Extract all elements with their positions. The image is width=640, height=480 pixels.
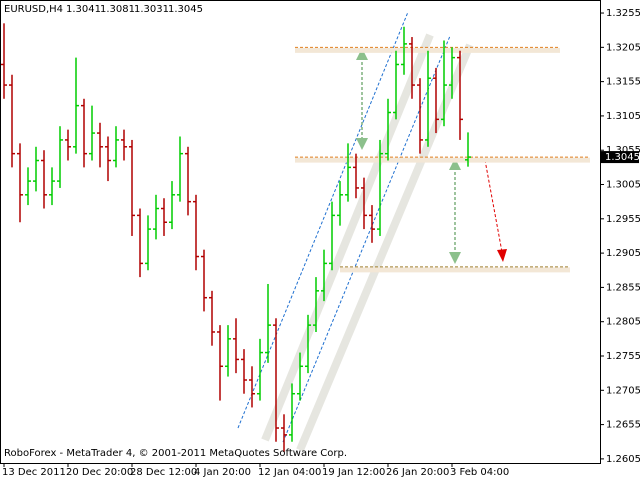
x-tick-label: 20 Dec 20:00 — [66, 467, 133, 478]
current-price: 1.3045 — [605, 152, 640, 163]
y-tick-label: 1.3255 — [606, 8, 640, 19]
arrow-head — [497, 249, 507, 262]
x-tick-label: 12 Jan 04:00 — [258, 467, 321, 478]
y-tick-label: 1.2955 — [606, 214, 640, 225]
y-tick-label: 1.3055 — [606, 145, 640, 156]
channel-line — [282, 35, 451, 443]
y-tick-label: 1.3105 — [606, 111, 640, 122]
plot-area — [1, 23, 590, 453]
channel-shadow — [296, 43, 474, 452]
y-tick-label: 1.2805 — [606, 317, 640, 328]
x-tick-label: 26 Jan 20:00 — [386, 467, 449, 478]
analysis-overlay — [237, 11, 507, 452]
x-tick-label: 4 Jan 20:00 — [194, 467, 251, 478]
y-tick-label: 1.2905 — [606, 248, 640, 259]
watermark: RoboForex - MetaTrader 4, © 2001-2011 Me… — [4, 448, 347, 459]
x-tick-label: 28 Dec 12:00 — [130, 467, 197, 478]
header-open: 1.3041 — [66, 4, 101, 15]
symbol: EURUSD,H4 — [4, 4, 63, 15]
price-box — [601, 151, 639, 164]
header-close: 1.3045 — [168, 4, 203, 15]
y-tick-label: 1.3205 — [606, 42, 640, 53]
y-tick-label: 1.2655 — [606, 420, 640, 431]
arrow-head — [449, 158, 461, 264]
y-tick-label: 1.2705 — [606, 385, 640, 396]
channel-shadow — [261, 33, 434, 442]
x-tick-label: 19 Jan 12:00 — [322, 467, 385, 478]
plot-border — [0, 0, 601, 464]
arrow-head — [356, 48, 368, 150]
x-tick-label: 13 Dec 2011 — [2, 467, 66, 478]
forecast-arrow — [484, 159, 503, 253]
x-tick-label: 3 Feb 04:00 — [450, 467, 509, 478]
y-tick-label: 1.2755 — [606, 351, 640, 362]
header-high: 1.3081 — [100, 4, 135, 15]
y-tick-label: 1.3155 — [606, 77, 640, 88]
y-tick-label: 1.2855 — [606, 282, 640, 293]
y-tick-label: 1.2605 — [606, 454, 640, 465]
y-tick-label: 1.3005 — [606, 180, 640, 191]
header-low: 1.3031 — [134, 4, 169, 15]
